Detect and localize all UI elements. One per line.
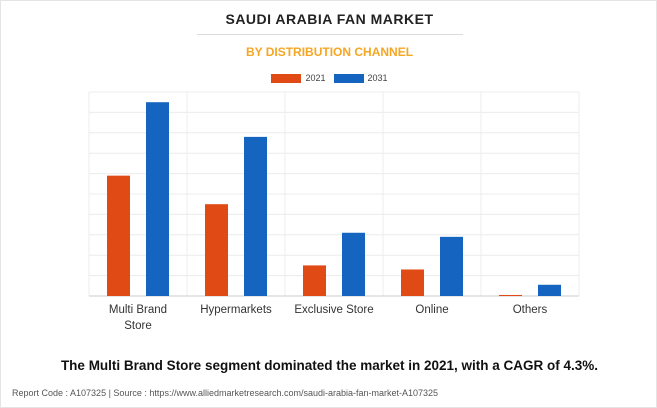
legend-label-2021: 2021 bbox=[305, 73, 326, 83]
x-tick-label: Multi Brand Store bbox=[109, 304, 167, 332]
chart-subtitle: BY DISTRIBUTION CHANNEL bbox=[245, 45, 414, 59]
legend-item-2021[interactable]: 2021 bbox=[271, 73, 326, 83]
bar-2021-online bbox=[401, 269, 424, 296]
bar-2031-others bbox=[538, 284, 561, 296]
chart-title: SAUDI ARABIA FAN MARKET bbox=[225, 11, 434, 27]
legend-label-2031: 2031 bbox=[367, 73, 388, 83]
chart-caption: The Multi Brand Store segment dominated … bbox=[60, 358, 599, 373]
legend-swatch-2031 bbox=[333, 73, 364, 83]
chart-legend: 2021 2031 bbox=[1, 73, 657, 83]
bar-2031-exclusive-store bbox=[342, 232, 365, 296]
bar-2021-exclusive-store bbox=[303, 265, 326, 296]
x-tick-label: Online bbox=[415, 304, 448, 316]
bar-2021-others bbox=[499, 294, 522, 296]
bar-2031-hypermarkets bbox=[244, 136, 267, 296]
bar-2031-online bbox=[440, 236, 463, 296]
title-divider bbox=[197, 34, 463, 35]
legend-swatch-2021 bbox=[271, 73, 302, 83]
x-tick-label: Hypermarkets bbox=[200, 304, 272, 316]
bar-chart: Multi Brand Store Hypermarkets Exclusive St… bbox=[88, 91, 580, 332]
x-tick-label: Exclusive Store bbox=[294, 304, 373, 316]
legend-item-2031[interactable]: 2031 bbox=[333, 73, 388, 83]
bar-2021-hypermarkets bbox=[205, 204, 228, 296]
source-note: Report Code : A107325 | Source : https:/… bbox=[12, 388, 439, 398]
x-tick-label: Others bbox=[513, 304, 548, 316]
bar-2031-multi-brand-store bbox=[146, 102, 169, 296]
bar-2021-multi-brand-store bbox=[107, 175, 130, 296]
